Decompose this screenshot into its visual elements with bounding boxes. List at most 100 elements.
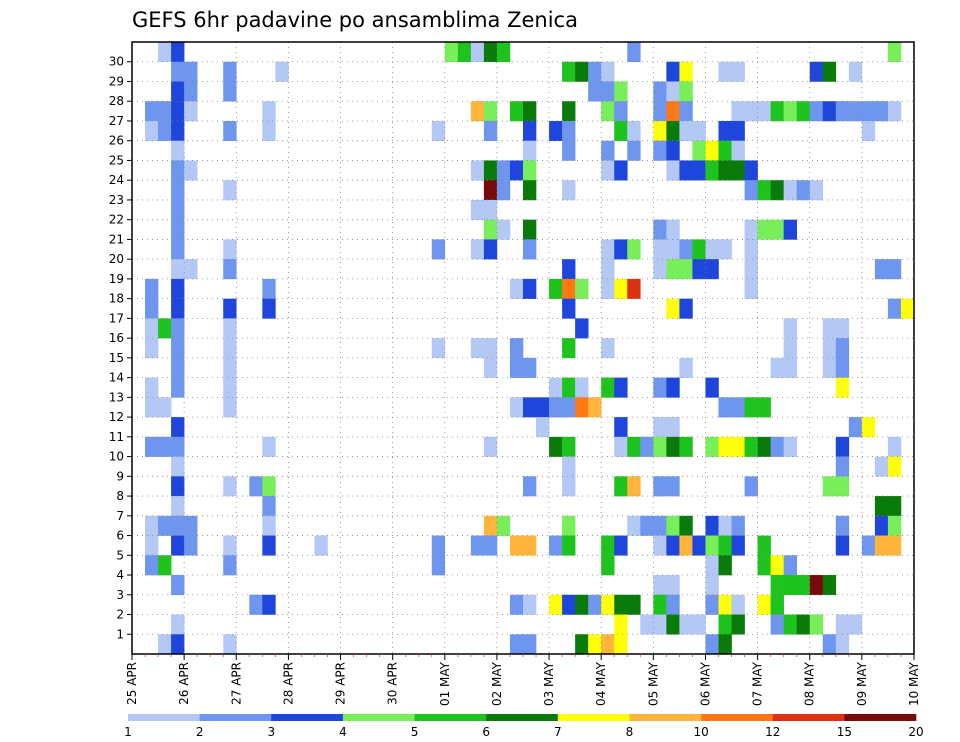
heatmap-cell (718, 61, 732, 82)
heatmap-cell (601, 101, 615, 122)
colorbar-segment (128, 714, 200, 721)
heatmap-cell (509, 594, 524, 615)
heatmap-cell (653, 140, 667, 161)
heatmap-cell (614, 614, 628, 635)
heatmap-cell (158, 436, 172, 457)
heatmap-cell (705, 259, 719, 280)
heatmap-cell (562, 61, 576, 82)
heatmap-cell (770, 594, 784, 615)
heatmap-cell (223, 259, 237, 280)
heatmap-cell (184, 101, 198, 122)
heatmap-cell (496, 42, 511, 63)
heatmap-cell (731, 120, 745, 142)
heatmap-cell (444, 42, 459, 63)
x-tick-label: 28 APR (281, 662, 295, 705)
heatmap-cell (158, 101, 172, 122)
heatmap-cell (887, 456, 902, 477)
heatmap-cell (523, 120, 537, 142)
heatmap-cell (835, 338, 850, 359)
heatmap-cell (757, 219, 771, 240)
heatmap-cell (887, 436, 902, 457)
heatmap-cell (679, 298, 693, 319)
heatmap-cell (653, 377, 667, 398)
heatmap-cell (171, 101, 185, 122)
heatmap-cell (262, 120, 276, 142)
heatmap-cell (249, 594, 263, 615)
heatmap-cell (575, 278, 589, 299)
heatmap-cell (848, 417, 863, 438)
heatmap-cell (861, 120, 876, 142)
x-axis: 25 APR 26 APR 27 APR 28 APR 29 APR 30 APR 01 M… (125, 654, 921, 706)
x-tick-label: 27 APR (229, 662, 243, 705)
heatmap-cell (809, 101, 824, 122)
y-tick-label: 9 (116, 469, 124, 483)
heatmap-cell (796, 614, 811, 635)
heatmap-cell (223, 476, 237, 497)
heatmap-cell (783, 338, 797, 359)
heatmap-cell (614, 436, 628, 457)
heatmap-cell (666, 219, 680, 240)
heatmap-cell (262, 101, 276, 122)
heatmap-cell (601, 61, 615, 82)
heatmap-cell (184, 259, 198, 280)
heatmap-cell (731, 436, 745, 457)
heatmap-cell (705, 515, 719, 536)
heatmap-cell (470, 42, 485, 63)
heatmap-cell (601, 338, 615, 359)
heatmap-cell (783, 357, 797, 378)
heatmap-cell (822, 318, 837, 339)
heatmap-cell (184, 515, 198, 536)
heatmap-cell (887, 101, 902, 122)
x-tick-label: 10 MAY (907, 661, 921, 706)
y-tick-label: 22 (109, 213, 124, 227)
heatmap-cell (562, 120, 576, 142)
heatmap-cell (653, 101, 667, 122)
heatmap-cell (692, 535, 706, 556)
heatmap-cell (679, 81, 693, 102)
heatmap-cell (640, 515, 654, 536)
heatmap-cell (835, 476, 850, 497)
heatmap-cell (483, 338, 498, 359)
heatmap-cell (835, 377, 850, 398)
heatmap-cell (171, 496, 185, 517)
heatmap-cell (861, 101, 876, 122)
heatmap-cell (171, 575, 185, 596)
colorbar-segment (844, 714, 917, 721)
y-tick-label: 29 (109, 74, 124, 88)
heatmap-cell (575, 594, 589, 615)
heatmap-cell (431, 120, 446, 142)
heatmap-cell (718, 614, 732, 635)
heatmap-cell (171, 634, 185, 655)
heatmap-cell (483, 160, 498, 181)
heatmap-cell (171, 199, 185, 220)
heatmap-cell (171, 515, 185, 536)
y-tick-label: 16 (109, 331, 124, 345)
heatmap-cell (783, 180, 797, 201)
colorbar-label: 5 (411, 725, 419, 739)
y-tick-label: 4 (116, 568, 124, 582)
heatmap-cell (223, 81, 237, 102)
heatmap-cell (223, 120, 237, 142)
heatmap-cell (562, 101, 576, 122)
heatmap-cell (601, 160, 615, 181)
heatmap-cell (679, 160, 693, 181)
heatmap-cell (900, 298, 915, 319)
heatmap-cell (483, 436, 498, 457)
heatmap-cell (171, 614, 185, 635)
heatmap-cell (627, 436, 641, 457)
heatmap-cell (171, 436, 185, 457)
heatmap-cell (601, 259, 615, 280)
heatmap-cell (653, 120, 667, 142)
heatmap-cell (666, 614, 680, 635)
heatmap-cell (171, 535, 185, 556)
heatmap-cell (562, 476, 576, 497)
heatmap-cell (614, 417, 628, 438)
heatmap-cell (158, 318, 172, 339)
y-tick-label: 28 (109, 94, 124, 108)
heatmap-cell (223, 555, 237, 576)
heatmap-cell (653, 476, 667, 497)
heatmap-cell (718, 239, 732, 260)
heatmap-cell (601, 81, 615, 102)
heatmap-cell (158, 42, 172, 63)
heatmap-cell (145, 278, 159, 299)
